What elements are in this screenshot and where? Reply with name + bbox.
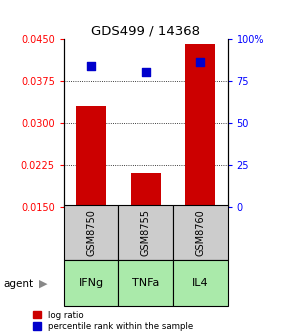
Bar xyxy=(118,260,173,306)
Bar xyxy=(185,44,215,207)
Bar xyxy=(173,205,228,260)
Bar xyxy=(64,205,118,260)
Text: ▶: ▶ xyxy=(39,279,48,289)
Bar xyxy=(173,260,228,306)
Point xyxy=(89,63,93,68)
Text: GSM8755: GSM8755 xyxy=(141,209,151,256)
Bar xyxy=(131,173,161,207)
Text: GSM8760: GSM8760 xyxy=(195,209,205,256)
Text: TNFa: TNFa xyxy=(132,278,160,288)
Point xyxy=(143,70,148,75)
Text: GSM8750: GSM8750 xyxy=(86,209,96,256)
Title: GDS499 / 14368: GDS499 / 14368 xyxy=(91,25,200,38)
Legend: log ratio, percentile rank within the sample: log ratio, percentile rank within the sa… xyxy=(33,311,193,331)
Point xyxy=(198,59,203,65)
Text: agent: agent xyxy=(3,279,33,289)
Text: IFNg: IFNg xyxy=(79,278,104,288)
Bar xyxy=(76,106,106,207)
Text: IL4: IL4 xyxy=(192,278,209,288)
Bar xyxy=(64,260,118,306)
Bar xyxy=(118,205,173,260)
